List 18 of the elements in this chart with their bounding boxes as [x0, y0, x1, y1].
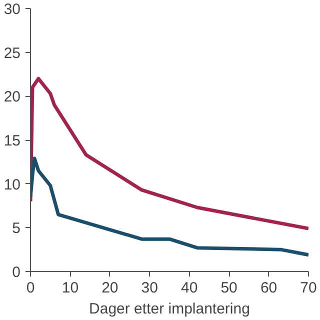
y-tick-label: 0 [12, 264, 20, 281]
y-tick-label: 20 [4, 88, 21, 106]
x-tick-label: 70 [300, 280, 317, 296]
x-tick-label: 10 [62, 280, 79, 296]
x-tick-label: 40 [181, 280, 198, 296]
x-axis-title: Dager etter implantering [89, 300, 250, 318]
y-tick-label: 5 [12, 220, 20, 238]
x-tick-label: 60 [260, 280, 278, 296]
x-tick-label: 30 [141, 280, 158, 296]
x-tick-label: 0 [26, 280, 35, 296]
y-tick-label: 15 [4, 132, 21, 150]
x-tick-label: 20 [102, 280, 118, 296]
y-tick-label: 25 [4, 44, 21, 62]
y-tick-label: 30 [4, 1, 21, 18]
line-series [30, 156, 308, 257]
line-series [30, 76, 308, 230]
x-tick-label: 50 [220, 280, 238, 296]
y-tick-label: 10 [4, 176, 21, 194]
